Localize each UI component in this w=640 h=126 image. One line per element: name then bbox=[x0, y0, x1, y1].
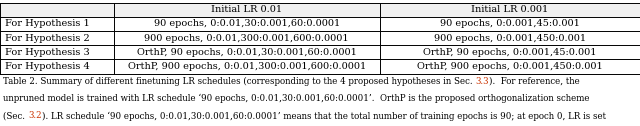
Text: 90 epochs, 0:0.001,45:0.001: 90 epochs, 0:0.001,45:0.001 bbox=[440, 19, 580, 28]
Text: (Sec.: (Sec. bbox=[3, 111, 28, 120]
Bar bbox=[0, 3, 114, 17]
Text: OrthP, 90 epochs, 0:0.001,45:0.001: OrthP, 90 epochs, 0:0.001,45:0.001 bbox=[423, 48, 596, 57]
Text: For Hypothesis 4: For Hypothesis 4 bbox=[5, 62, 90, 71]
Text: 900 epochs, 0:0.001,450:0.001: 900 epochs, 0:0.001,450:0.001 bbox=[434, 34, 586, 43]
Text: OrthP, 900 epochs, 0:0.01,300:0.001,600:0.0001: OrthP, 900 epochs, 0:0.01,300:0.001,600:… bbox=[127, 62, 366, 71]
Text: ).  For reference, the: ). For reference, the bbox=[489, 76, 580, 86]
Text: OrthP, 900 epochs, 0:0.001,450:0.001: OrthP, 900 epochs, 0:0.001,450:0.001 bbox=[417, 62, 603, 71]
Text: 3.2: 3.2 bbox=[28, 111, 42, 120]
Bar bbox=[114, 3, 380, 17]
Text: Initial LR 0.01: Initial LR 0.01 bbox=[211, 5, 282, 14]
Bar bbox=[380, 3, 640, 17]
Text: Table 2. Summary of different finetuning LR schedules (corresponding to the 4 pr: Table 2. Summary of different finetuning… bbox=[3, 76, 476, 86]
Text: unpruned model is trained with LR schedule ‘90 epochs, 0:0.01,30:0.001,60:0.0001: unpruned model is trained with LR schedu… bbox=[3, 94, 589, 103]
Text: Initial LR 0.001: Initial LR 0.001 bbox=[471, 5, 548, 14]
Text: 90 epochs, 0:0.01,30:0.001,60:0.0001: 90 epochs, 0:0.01,30:0.001,60:0.0001 bbox=[154, 19, 340, 28]
Text: For Hypothesis 2: For Hypothesis 2 bbox=[5, 34, 90, 43]
Text: 900 epochs, 0:0.01,300:0.001,600:0.0001: 900 epochs, 0:0.01,300:0.001,600:0.0001 bbox=[145, 34, 349, 43]
Text: For Hypothesis 3: For Hypothesis 3 bbox=[5, 48, 90, 57]
Text: ). LR schedule ‘90 epochs, 0:0.01,30:0.001,60:0.0001’ means that the total numbe: ). LR schedule ‘90 epochs, 0:0.01,30:0.0… bbox=[42, 111, 605, 121]
Text: For Hypothesis 1: For Hypothesis 1 bbox=[5, 19, 90, 28]
Text: 3.3: 3.3 bbox=[476, 76, 489, 86]
Text: OrthP, 90 epochs, 0:0.01,30:0.001,60:0.0001: OrthP, 90 epochs, 0:0.01,30:0.001,60:0.0… bbox=[137, 48, 356, 57]
